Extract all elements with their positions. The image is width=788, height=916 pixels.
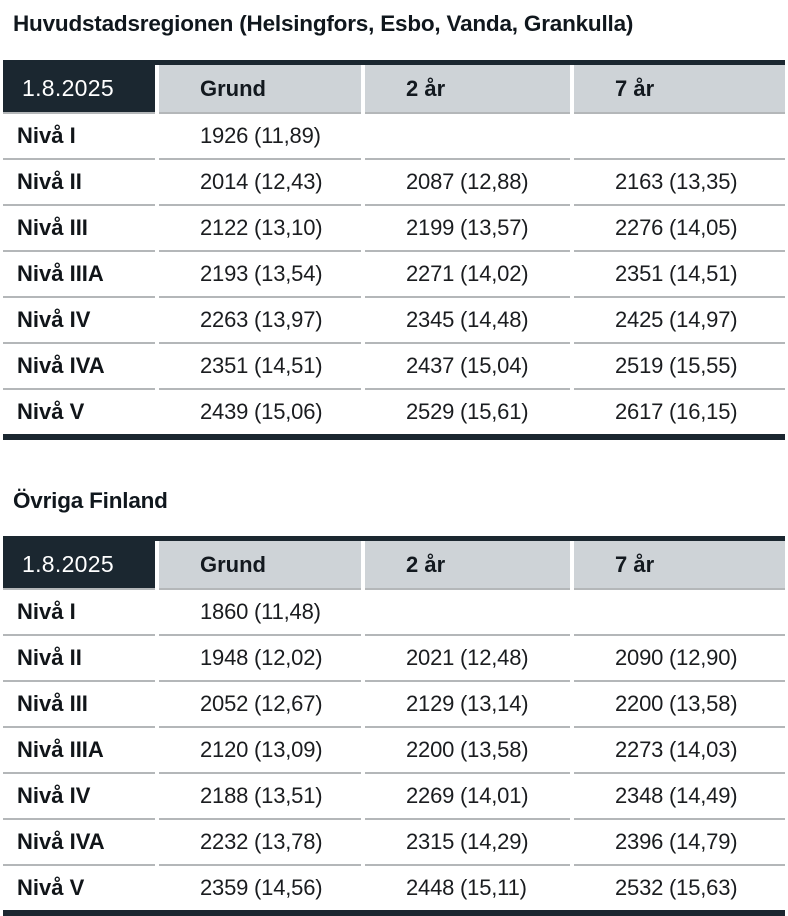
- column-header-2ar: 2 år: [361, 65, 572, 113]
- row-label: Nivå III: [3, 204, 157, 251]
- row-label: Nivå IV: [3, 772, 157, 819]
- value-cell: 2122 (13,10): [155, 204, 363, 251]
- value-cell: 2014 (12,43): [155, 158, 363, 205]
- value-cell: 2529 (15,61): [361, 388, 572, 434]
- value-cell: 2425 (14,97): [570, 296, 785, 343]
- table-header-row: 1.8.2025 Grund 2 år 7 år: [3, 541, 785, 589]
- row-label: Nivå IIIA: [3, 726, 157, 773]
- value-cell: 2199 (13,57): [361, 204, 572, 251]
- value-cell: 2345 (14,48): [361, 296, 572, 343]
- value-cell: 2087 (12,88): [361, 158, 572, 205]
- value-cell: 2269 (14,01): [361, 772, 572, 819]
- column-header-2ar: 2 år: [361, 541, 572, 589]
- value-cell: 2263 (13,97): [155, 296, 363, 343]
- value-cell: 2617 (16,15): [570, 388, 785, 434]
- value-cell: 2348 (14,49): [570, 772, 785, 819]
- region-title-ovriga-finland: Övriga Finland: [13, 488, 168, 513]
- value-cell: 2200 (13,58): [361, 726, 572, 773]
- effective-date-cell: 1.8.2025: [3, 541, 157, 589]
- value-cell: 2532 (15,63): [570, 864, 785, 910]
- value-cell: 2519 (15,55): [570, 342, 785, 389]
- value-cell: 1926 (11,89): [155, 112, 363, 159]
- value-cell: 1948 (12,02): [155, 634, 363, 681]
- row-label: Nivå IV: [3, 296, 157, 343]
- value-cell: 2129 (13,14): [361, 680, 572, 727]
- value-cell: 2090 (12,90): [570, 634, 785, 681]
- value-cell: 2359 (14,56): [155, 864, 363, 910]
- value-cell: 2193 (13,54): [155, 250, 363, 297]
- value-cell: 1860 (11,48): [155, 588, 363, 635]
- value-cell: [570, 588, 785, 635]
- table-header-row: 1.8.2025 Grund 2 år 7 år: [3, 65, 785, 113]
- value-cell: 2276 (14,05): [570, 204, 785, 251]
- row-label: Nivå IVA: [3, 818, 157, 865]
- column-header-7ar: 7 år: [570, 65, 785, 113]
- row-label: Nivå V: [3, 388, 157, 434]
- value-cell: 2448 (15,11): [361, 864, 572, 910]
- row-label: Nivå III: [3, 680, 157, 727]
- row-label: Nivå I: [3, 588, 157, 635]
- table-row: Nivå V 2439 (15,06) 2529 (15,61) 2617 (1…: [3, 388, 785, 434]
- value-cell: 2315 (14,29): [361, 818, 572, 865]
- value-cell: 2232 (13,78): [155, 818, 363, 865]
- region-title-huvudstadsregionen: Huvudstadsregionen (Helsingfors, Esbo, V…: [13, 11, 634, 36]
- table-row: Nivå IV 2263 (13,97) 2345 (14,48) 2425 (…: [3, 296, 785, 343]
- table-row: Nivå IV 2188 (13,51) 2269 (14,01) 2348 (…: [3, 772, 785, 819]
- value-cell: 2439 (15,06): [155, 388, 363, 434]
- value-cell: [361, 588, 572, 635]
- table-row: Nivå II 2014 (12,43) 2087 (12,88) 2163 (…: [3, 158, 785, 205]
- column-header-grund: Grund: [155, 541, 363, 589]
- salary-table-huvudstadsregionen: 1.8.2025 Grund 2 år 7 år Nivå I 1926 (11…: [3, 60, 785, 440]
- value-cell: 2200 (13,58): [570, 680, 785, 727]
- value-cell: 2120 (13,09): [155, 726, 363, 773]
- value-cell: [361, 112, 572, 159]
- value-cell: 2052 (12,67): [155, 680, 363, 727]
- row-label: Nivå IVA: [3, 342, 157, 389]
- table-row: Nivå III 2122 (13,10) 2199 (13,57) 2276 …: [3, 204, 785, 251]
- row-label: Nivå II: [3, 158, 157, 205]
- table-row: Nivå II 1948 (12,02) 2021 (12,48) 2090 (…: [3, 634, 785, 681]
- value-cell: 2271 (14,02): [361, 250, 572, 297]
- row-label: Nivå II: [3, 634, 157, 681]
- value-cell: 2351 (14,51): [155, 342, 363, 389]
- table-row: Nivå I 1860 (11,48): [3, 588, 785, 635]
- table-row: Nivå IVA 2351 (14,51) 2437 (15,04) 2519 …: [3, 342, 785, 389]
- table-row: Nivå I 1926 (11,89): [3, 112, 785, 159]
- row-label: Nivå V: [3, 864, 157, 910]
- column-header-7ar: 7 år: [570, 541, 785, 589]
- value-cell: 2396 (14,79): [570, 818, 785, 865]
- value-cell: 2188 (13,51): [155, 772, 363, 819]
- table-row: Nivå IVA 2232 (13,78) 2315 (14,29) 2396 …: [3, 818, 785, 865]
- value-cell: 2163 (13,35): [570, 158, 785, 205]
- column-header-grund: Grund: [155, 65, 363, 113]
- value-cell: [570, 112, 785, 159]
- value-cell: 2021 (12,48): [361, 634, 572, 681]
- value-cell: 2273 (14,03): [570, 726, 785, 773]
- row-label: Nivå I: [3, 112, 157, 159]
- effective-date-cell: 1.8.2025: [3, 65, 157, 113]
- table-row: Nivå IIIA 2120 (13,09) 2200 (13,58) 2273…: [3, 726, 785, 773]
- table-row: Nivå IIIA 2193 (13,54) 2271 (14,02) 2351…: [3, 250, 785, 297]
- value-cell: 2437 (15,04): [361, 342, 572, 389]
- table-row: Nivå V 2359 (14,56) 2448 (15,11) 2532 (1…: [3, 864, 785, 910]
- table-row: Nivå III 2052 (12,67) 2129 (13,14) 2200 …: [3, 680, 785, 727]
- salary-table-ovriga-finland: 1.8.2025 Grund 2 år 7 år Nivå I 1860 (11…: [3, 536, 785, 916]
- value-cell: 2351 (14,51): [570, 250, 785, 297]
- row-label: Nivå IIIA: [3, 250, 157, 297]
